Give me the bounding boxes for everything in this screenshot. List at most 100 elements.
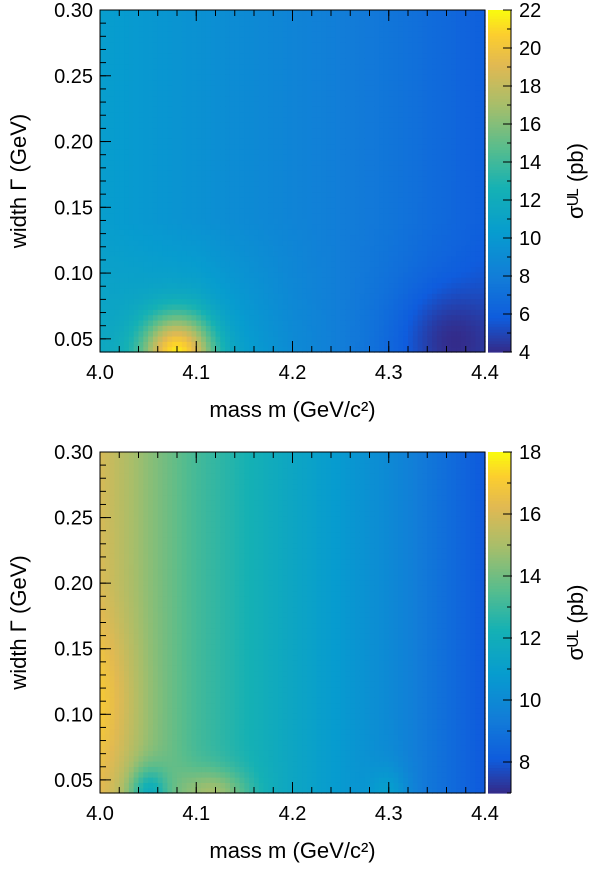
- heatmap-cell: [229, 122, 236, 129]
- heatmap-cell: [201, 298, 207, 305]
- heatmap-cell: [152, 181, 159, 187]
- heatmap-cell: [417, 68, 424, 75]
- heatmap-cell: [456, 239, 462, 246]
- heatmap-cell: [388, 159, 395, 166]
- heatmap-cell: [331, 122, 337, 129]
- heatmap-cell: [167, 10, 173, 16]
- heatmap-cell: [403, 132, 409, 139]
- heatmap-cell: [350, 197, 356, 203]
- heatmap-cell: [205, 330, 212, 337]
- heatmap-cell: [225, 319, 231, 326]
- heatmap-cell: [340, 90, 347, 97]
- heatmap-cell: [331, 335, 337, 342]
- heatmap-cell: [403, 234, 409, 241]
- heatmap-cell: [177, 218, 183, 225]
- heatmap-cell: [335, 234, 342, 241]
- heatmap-cell: [441, 100, 448, 107]
- heatmap-cell: [388, 20, 395, 27]
- heatmap-cell: [355, 63, 361, 70]
- heatmap-cell: [436, 213, 443, 219]
- heatmap-cell: [152, 298, 159, 305]
- heatmap-cell: [383, 181, 390, 187]
- heatmap-cell: [215, 143, 221, 150]
- heatmap-cell: [383, 20, 390, 27]
- heatmap-cell: [355, 191, 361, 198]
- heatmap-cell: [350, 15, 356, 22]
- heatmap-cell: [403, 202, 409, 209]
- heatmap-cell: [441, 127, 448, 134]
- heatmap-cell: [148, 106, 154, 113]
- heatmap-cell: [306, 271, 313, 278]
- heatmap-cell: [109, 95, 116, 102]
- heatmap-cell: [302, 309, 308, 316]
- heatmap-cell: [379, 20, 385, 27]
- heatmap-cell: [244, 116, 250, 123]
- heatmap-cell: [119, 218, 125, 225]
- heatmap-cell: [412, 164, 419, 171]
- heatmap-cell: [379, 277, 385, 284]
- heatmap-cell: [383, 293, 390, 300]
- heatmap-cell: [229, 314, 236, 321]
- heatmap-cell: [239, 298, 245, 305]
- heatmap-cell: [374, 36, 380, 43]
- heatmap-cell: [181, 15, 188, 22]
- heatmap-cell: [436, 31, 443, 38]
- heatmap-cell: [379, 309, 385, 316]
- heatmap-cell: [345, 31, 351, 38]
- heatmap-cell: [186, 202, 193, 209]
- heatmap-cell: [119, 100, 125, 107]
- heatmap-cell: [436, 234, 443, 241]
- heatmap-cell: [119, 293, 125, 300]
- heatmap-cell: [345, 234, 351, 241]
- heatmap-cell: [278, 341, 284, 348]
- heatmap-cell: [465, 58, 472, 65]
- heatmap-cell: [355, 58, 361, 65]
- heatmap-cell: [422, 271, 428, 278]
- heatmap-cell: [460, 341, 467, 348]
- heatmap-cell: [133, 127, 140, 134]
- heatmap-cell: [321, 341, 327, 348]
- heatmap-cell: [220, 52, 226, 59]
- heatmap-cell: [369, 116, 375, 123]
- heatmap-cell: [297, 26, 303, 32]
- heatmap-cell: [104, 26, 111, 32]
- heatmap-cell: [119, 132, 125, 139]
- heatmap-cell: [451, 52, 457, 59]
- heatmap-cell: [465, 63, 472, 70]
- heatmap-cell: [369, 234, 375, 241]
- heatmap-cell: [374, 100, 380, 107]
- heatmap-cell: [138, 245, 144, 252]
- heatmap-cell: [205, 207, 212, 214]
- heatmap-cell: [114, 95, 120, 102]
- heatmap-cell: [427, 314, 433, 321]
- heatmap-cell: [306, 138, 313, 145]
- heatmap-cell: [109, 47, 116, 54]
- heatmap-cell: [412, 191, 419, 198]
- heatmap-cell: [446, 181, 452, 187]
- heatmap-cell: [427, 255, 433, 262]
- heatmap-cell: [104, 79, 111, 86]
- heatmap-cell: [359, 175, 366, 182]
- heatmap-cell: [403, 330, 409, 337]
- heatmap-cell: [244, 63, 250, 70]
- heatmap-cell: [244, 170, 250, 177]
- heatmap-cell: [220, 95, 226, 102]
- heatmap-cell: [225, 52, 231, 59]
- heatmap-cell: [167, 223, 173, 230]
- heatmap-cell: [201, 15, 207, 22]
- heatmap-cell: [306, 335, 313, 342]
- heatmap-cell: [268, 335, 274, 342]
- heatmap-cell: [148, 143, 154, 150]
- heatmap-cell: [186, 170, 193, 177]
- heatmap-cell: [225, 346, 231, 353]
- heatmap-cell: [287, 197, 294, 203]
- heatmap-cell: [436, 250, 443, 257]
- heatmap-cell: [148, 122, 154, 129]
- heatmap-cell: [321, 218, 327, 225]
- heatmap-cell: [152, 239, 159, 246]
- heatmap-cell: [364, 26, 371, 32]
- heatmap-cell: [215, 181, 221, 187]
- heatmap-cell: [244, 31, 250, 38]
- heatmap-cell: [239, 122, 245, 129]
- heatmap-cell: [412, 341, 419, 348]
